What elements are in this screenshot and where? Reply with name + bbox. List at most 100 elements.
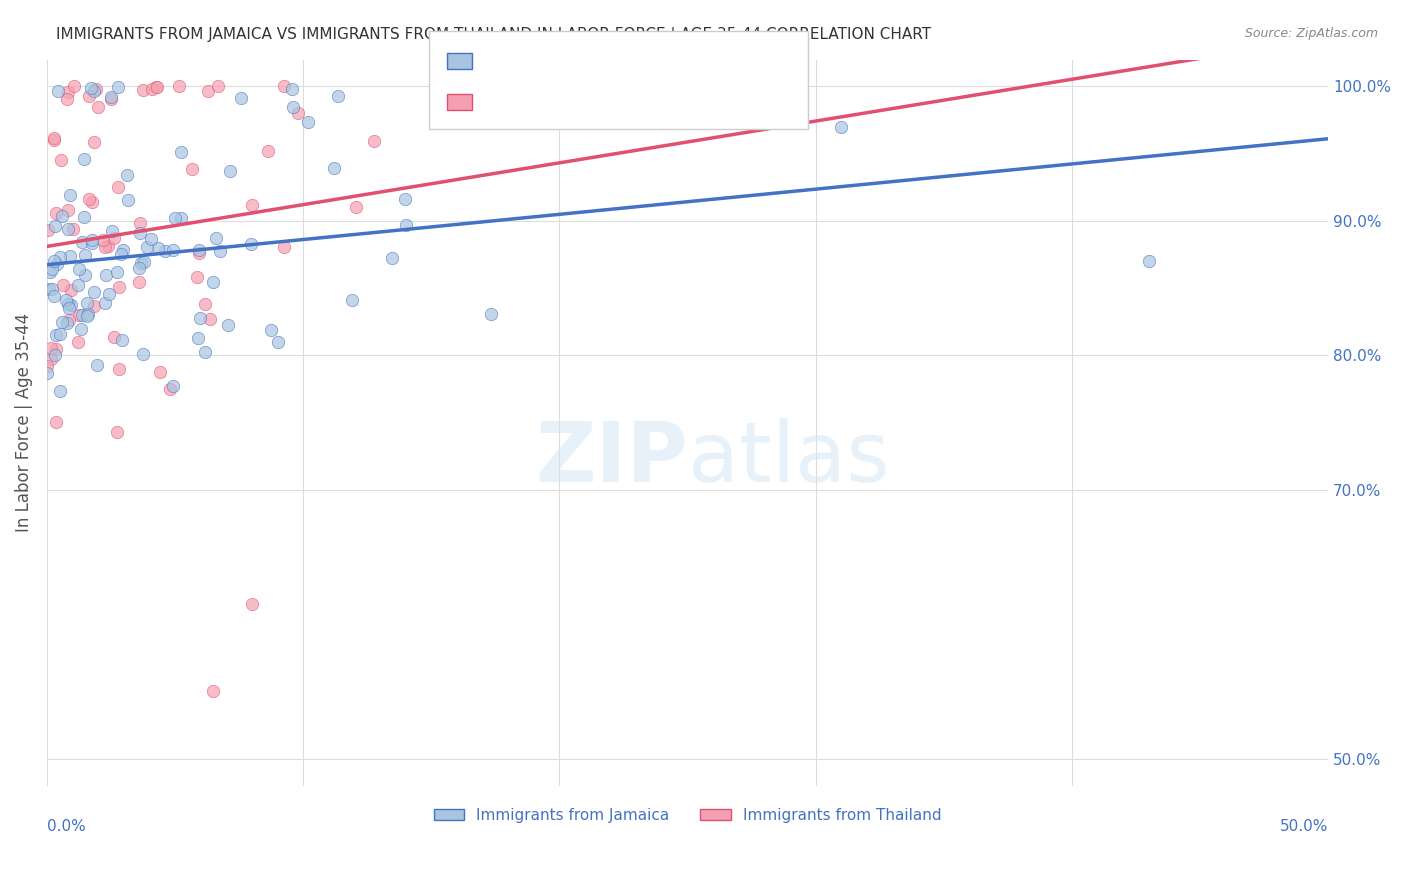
Point <box>153 244 176 258</box>
Point <box>100 92 122 106</box>
Text: Source: ZipAtlas.com: Source: ZipAtlas.com <box>1244 27 1378 40</box>
Point <box>145 80 167 95</box>
Point <box>167 79 190 94</box>
Point <box>86 359 108 373</box>
Point <box>39 265 62 279</box>
Point <box>49 384 72 398</box>
Point <box>63 79 86 94</box>
Point <box>44 131 66 145</box>
Point <box>96 268 118 283</box>
Point <box>82 236 104 251</box>
Point <box>323 161 346 175</box>
Point <box>363 135 385 149</box>
Point <box>58 301 80 315</box>
Point <box>240 198 263 212</box>
Point <box>136 240 159 254</box>
Point <box>39 351 62 366</box>
Text: 61: 61 <box>623 92 645 110</box>
Point <box>60 298 83 312</box>
Point <box>128 216 150 230</box>
Point <box>257 145 280 159</box>
Point <box>103 330 125 344</box>
Point <box>41 262 63 277</box>
Point <box>83 135 105 149</box>
Point <box>103 231 125 245</box>
Point <box>394 192 416 206</box>
Point <box>80 195 103 210</box>
Point <box>273 240 295 254</box>
Point <box>205 230 228 244</box>
Point <box>55 293 77 307</box>
Point <box>56 92 79 106</box>
Point <box>83 285 105 299</box>
Point <box>132 346 155 360</box>
Point <box>239 237 262 252</box>
Point <box>198 312 221 326</box>
Point <box>328 89 350 103</box>
Point <box>194 297 217 311</box>
Point <box>163 211 186 225</box>
Point <box>83 299 105 313</box>
Point <box>201 275 224 289</box>
Point <box>479 307 502 321</box>
Point <box>162 378 184 392</box>
Point <box>58 187 80 202</box>
Point <box>66 277 89 292</box>
Text: 0.145: 0.145 <box>520 51 572 69</box>
Point <box>188 311 211 326</box>
Point <box>56 221 79 235</box>
Point <box>62 222 84 236</box>
Text: 0.364: 0.364 <box>520 92 572 110</box>
Point <box>108 280 131 294</box>
Point <box>132 83 155 97</box>
Text: N =: N = <box>583 94 617 108</box>
Point <box>129 255 152 269</box>
Point <box>128 260 150 275</box>
Point <box>170 211 193 225</box>
Point <box>79 192 101 206</box>
Point <box>217 318 239 333</box>
Point <box>193 344 215 359</box>
Point <box>84 82 107 96</box>
Point <box>128 275 150 289</box>
Point <box>49 153 72 168</box>
Point <box>94 296 117 310</box>
Point <box>219 164 242 178</box>
Point <box>37 359 59 373</box>
Point <box>69 321 91 335</box>
Point <box>82 234 104 248</box>
Point <box>229 90 252 104</box>
Point <box>1137 254 1160 268</box>
Point <box>73 211 96 225</box>
Point <box>42 254 65 268</box>
Point <box>44 133 66 147</box>
Point <box>107 79 129 94</box>
Point <box>259 323 281 337</box>
Point <box>67 308 90 322</box>
Point <box>56 297 79 311</box>
Point <box>91 233 114 247</box>
Text: R =: R = <box>478 94 512 108</box>
Point <box>454 79 477 94</box>
Point <box>186 269 208 284</box>
Point <box>115 169 138 183</box>
Point <box>83 84 105 98</box>
Point <box>141 82 163 96</box>
Point <box>187 243 209 257</box>
Point <box>76 309 98 323</box>
Point <box>56 316 79 330</box>
Point <box>51 209 73 223</box>
Point <box>107 180 129 194</box>
Point <box>87 100 110 114</box>
Point <box>46 257 69 271</box>
Text: 92: 92 <box>623 51 647 69</box>
Point <box>145 80 167 95</box>
Point <box>98 287 121 301</box>
Point <box>52 278 75 293</box>
Point <box>41 283 63 297</box>
Point <box>58 86 80 100</box>
Point <box>75 268 97 282</box>
Point <box>67 261 90 276</box>
Point <box>111 334 134 348</box>
Point <box>76 296 98 310</box>
